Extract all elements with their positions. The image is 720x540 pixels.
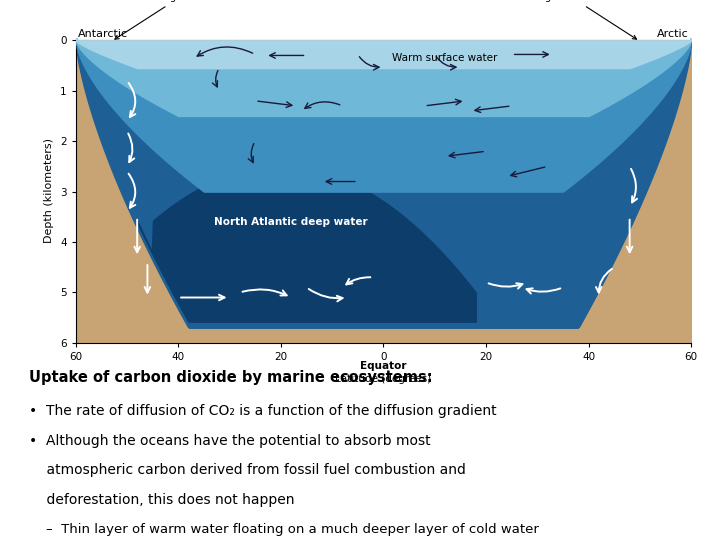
Text: Warm surface water: Warm surface water: [392, 53, 498, 63]
Text: Equator: Equator: [360, 361, 407, 370]
Text: Surface water sinks
at high latitudes: Surface water sinks at high latitudes: [115, 0, 237, 39]
Text: –  Thin layer of warm water floating on a much deeper layer of cold water: – Thin layer of warm water floating on a…: [29, 523, 539, 536]
Text: Arctic: Arctic: [657, 29, 688, 39]
Text: Surface water sinks
at high latitudes: Surface water sinks at high latitudes: [515, 0, 636, 39]
Text: North Atlantic deep water: North Atlantic deep water: [215, 217, 368, 227]
Text: Latitude (degrees): Latitude (degrees): [336, 374, 431, 384]
Y-axis label: Depth (kilometers): Depth (kilometers): [45, 138, 55, 243]
Text: Uptake of carbon dioxide by marine ecosystems:: Uptake of carbon dioxide by marine ecosy…: [29, 370, 433, 385]
Text: atmospheric carbon derived from fossil fuel combustion and: atmospheric carbon derived from fossil f…: [29, 463, 466, 477]
Text: •  The rate of diffusion of CO₂ is a function of the diffusion gradient: • The rate of diffusion of CO₂ is a func…: [29, 404, 496, 418]
Text: Antarctic: Antarctic: [78, 29, 128, 39]
Text: deforestation, this does not happen: deforestation, this does not happen: [29, 493, 294, 507]
Text: •  Although the oceans have the potential to absorb most: • Although the oceans have the potential…: [29, 434, 431, 448]
